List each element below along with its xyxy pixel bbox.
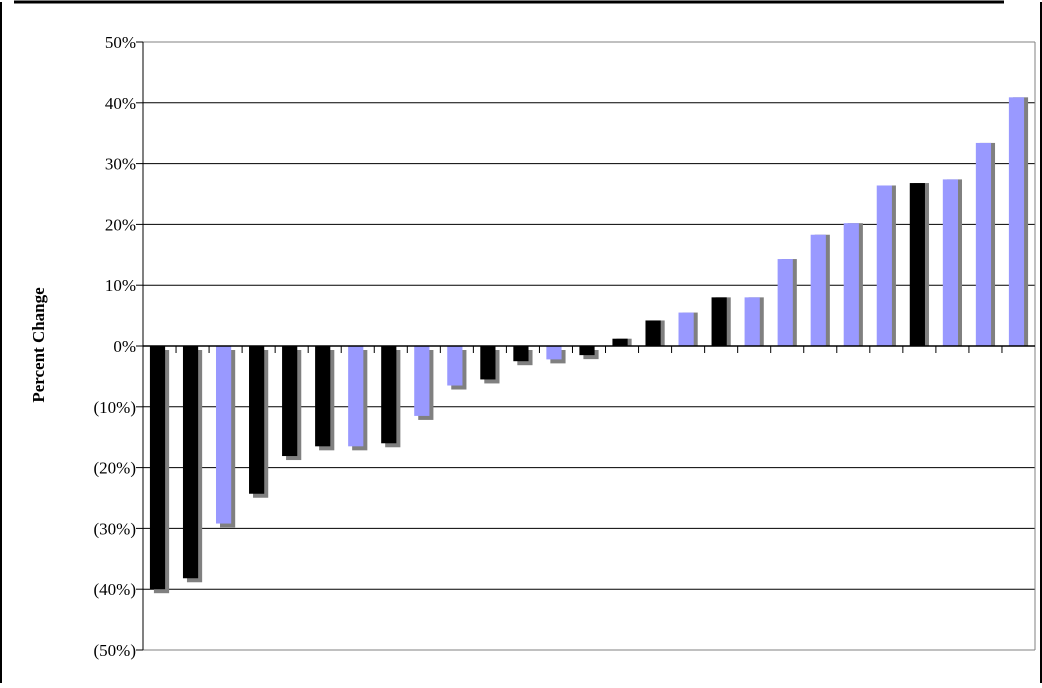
bar	[645, 320, 661, 346]
y-tick-label: (20%)	[94, 459, 136, 478]
bar	[678, 312, 694, 346]
bar	[744, 297, 760, 346]
y-tick-label: 20%	[105, 215, 136, 234]
bar	[315, 346, 331, 447]
bar	[810, 234, 826, 346]
y-tick-label: (50%)	[94, 641, 136, 660]
bar	[546, 346, 562, 360]
bar	[975, 142, 992, 346]
bar	[909, 183, 925, 346]
bar	[876, 185, 892, 346]
bar	[612, 338, 628, 346]
bar	[777, 259, 793, 346]
bars	[149, 97, 1029, 594]
gridlines	[143, 102, 1035, 590]
bar	[381, 346, 397, 444]
bar	[1008, 97, 1025, 346]
y-tick-label: (30%)	[94, 519, 136, 538]
bar	[249, 346, 265, 494]
bar	[513, 346, 529, 362]
bar	[282, 346, 298, 457]
axes	[136, 41, 1036, 651]
y-tick-label: 0%	[113, 337, 136, 356]
y-tick-label: 10%	[105, 276, 136, 295]
y-tick-label: 40%	[105, 94, 136, 113]
bar	[182, 346, 199, 579]
bar	[414, 346, 430, 416]
bar	[348, 346, 364, 447]
y-axis-label: Percent Change	[29, 287, 48, 403]
bar	[942, 179, 959, 346]
bar	[215, 346, 232, 524]
bar	[579, 346, 595, 356]
bar	[447, 346, 463, 386]
bar	[149, 346, 166, 590]
y-tick-label: 30%	[105, 155, 136, 174]
y-tick-label: 50%	[105, 33, 136, 52]
y-tick-label: (40%)	[94, 580, 136, 599]
bar	[711, 297, 727, 346]
bar	[480, 346, 496, 380]
bar	[843, 223, 859, 346]
y-tick-label: (10%)	[94, 398, 136, 417]
tick-labels: 50% 40% 30% 20% 10% 0% (10%) (20%) (30%) (40%) (50…	[94, 33, 136, 660]
